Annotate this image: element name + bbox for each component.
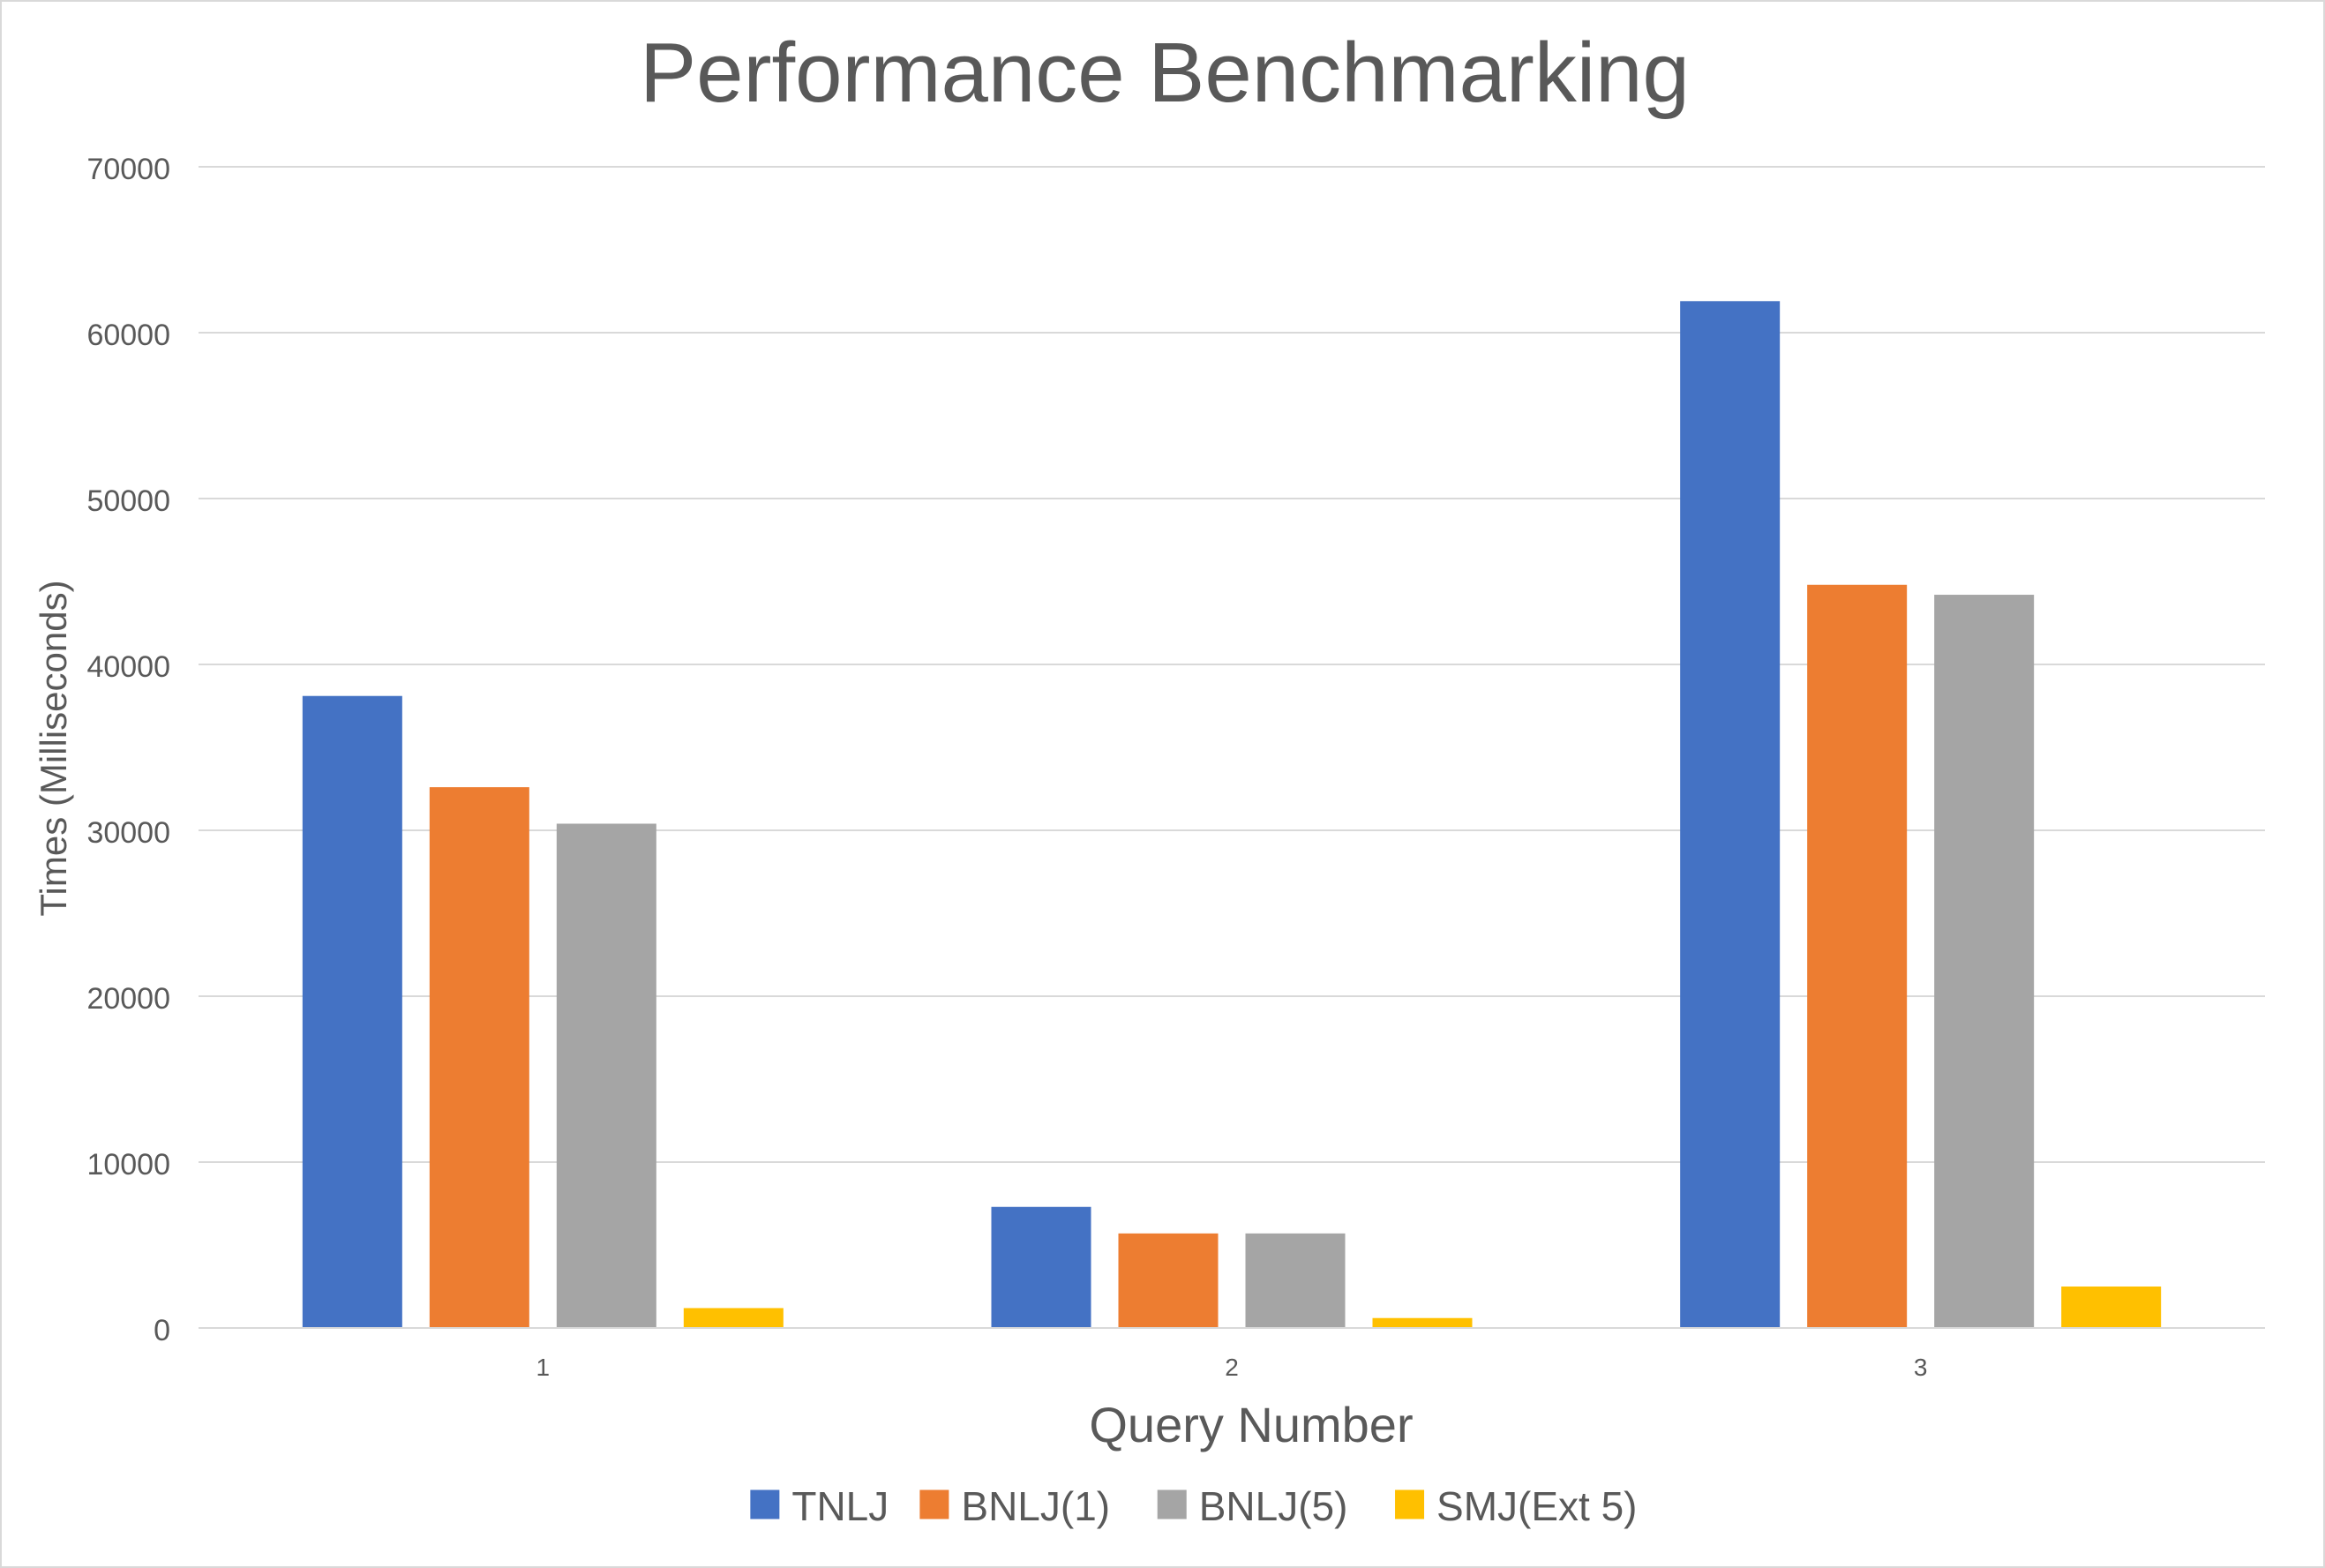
legend-label: BNLJ(1) — [961, 1483, 1110, 1529]
legend-label: BNLJ(5) — [1199, 1483, 1348, 1529]
y-tick-label: 60000 — [86, 319, 170, 352]
legend: TNLJ BNLJ(1) BNLJ(5) SMJ(Ext 5) — [750, 1483, 1638, 1529]
x-tick-label: 2 — [1225, 1354, 1239, 1381]
bar-tnlj-q2 — [991, 1206, 1091, 1328]
legend-label: TNLJ — [791, 1483, 889, 1529]
bars — [302, 301, 2162, 1328]
bar-bnlj-5--q1 — [556, 823, 656, 1328]
bar-bnlj-1--q2 — [1118, 1233, 1219, 1328]
bar-smj-ext-5--q2 — [1372, 1317, 1473, 1328]
x-axis-tick-labels: 1 2 3 — [536, 1354, 1928, 1381]
legend-item: BNLJ(5) — [1157, 1483, 1348, 1529]
x-tick-label: 3 — [1914, 1354, 1928, 1381]
legend-swatch — [919, 1489, 949, 1519]
y-tick-label: 20000 — [86, 982, 170, 1016]
legend-item: BNLJ(1) — [919, 1483, 1110, 1529]
x-tick-label: 1 — [536, 1354, 551, 1381]
y-tick-label: 0 — [154, 1314, 170, 1347]
bar-tnlj-q1 — [302, 695, 402, 1328]
y-tick-label: 10000 — [86, 1148, 170, 1182]
y-axis-label: Times (Milliseconds) — [33, 580, 74, 916]
x-axis-label: Query Number — [1089, 1397, 1413, 1452]
bar-smj-ext-5--q3 — [2061, 1287, 2162, 1328]
legend-label: SMJ(Ext 5) — [1436, 1483, 1637, 1529]
y-tick-label: 50000 — [86, 484, 170, 518]
bar-tnlj-q3 — [1680, 301, 1781, 1328]
bar-bnlj-1--q1 — [429, 787, 529, 1328]
y-tick-label: 70000 — [86, 153, 170, 186]
bar-bnlj-5--q3 — [1934, 595, 2035, 1328]
y-tick-label: 30000 — [86, 816, 170, 850]
y-tick-label: 40000 — [86, 650, 170, 684]
y-axis-tick-labels: 0 10000 20000 30000 40000 50000 60000 70000 — [86, 153, 170, 1347]
bar-bnlj-1--q3 — [1807, 584, 1908, 1328]
chart-title: Performance Benchmarking — [640, 26, 1690, 120]
bar-bnlj-5--q2 — [1245, 1233, 1346, 1328]
legend-swatch — [1157, 1489, 1187, 1519]
legend-item: TNLJ — [750, 1483, 889, 1529]
bar-smj-ext-5--q1 — [683, 1308, 784, 1328]
legend-item: SMJ(Ext 5) — [1395, 1483, 1638, 1529]
legend-swatch — [1395, 1489, 1425, 1519]
legend-swatch — [750, 1489, 780, 1519]
gridlines — [199, 166, 2265, 1163]
